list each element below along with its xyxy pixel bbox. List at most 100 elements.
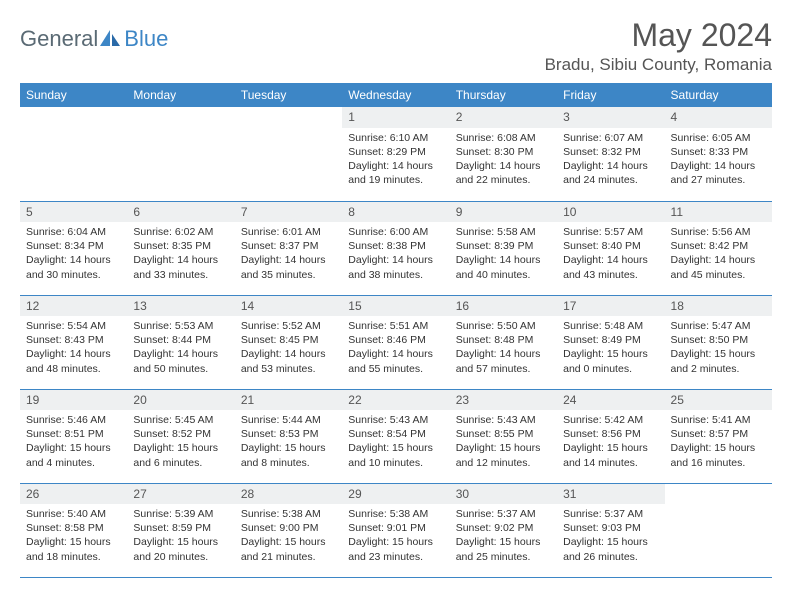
sunset-text: Sunset: 9:00 PM: [241, 521, 336, 535]
day-number: [665, 484, 772, 490]
day-content: Sunrise: 5:53 AMSunset: 8:44 PMDaylight:…: [127, 316, 234, 380]
day-content: Sunrise: 6:05 AMSunset: 8:33 PMDaylight:…: [665, 128, 772, 192]
daylight-text: Daylight: 14 hours and 50 minutes.: [133, 347, 228, 375]
calendar-week-row: 12Sunrise: 5:54 AMSunset: 8:43 PMDayligh…: [20, 295, 772, 389]
calendar-day-cell: 29Sunrise: 5:38 AMSunset: 9:01 PMDayligh…: [342, 483, 449, 577]
sunrise-text: Sunrise: 5:50 AM: [456, 319, 551, 333]
daylight-text: Daylight: 14 hours and 27 minutes.: [671, 159, 766, 187]
day-content: Sunrise: 5:40 AMSunset: 8:58 PMDaylight:…: [20, 504, 127, 568]
sunrise-text: Sunrise: 5:37 AM: [456, 507, 551, 521]
day-content: Sunrise: 5:41 AMSunset: 8:57 PMDaylight:…: [665, 410, 772, 474]
daylight-text: Daylight: 14 hours and 57 minutes.: [456, 347, 551, 375]
weekday-header: Thursday: [450, 83, 557, 107]
day-content: Sunrise: 5:39 AMSunset: 8:59 PMDaylight:…: [127, 504, 234, 568]
day-number: 14: [235, 296, 342, 316]
sunset-text: Sunset: 8:59 PM: [133, 521, 228, 535]
day-number: 6: [127, 202, 234, 222]
weekday-header: Monday: [127, 83, 234, 107]
day-number: 1: [342, 107, 449, 127]
day-number: 4: [665, 107, 772, 127]
sunrise-text: Sunrise: 5:43 AM: [348, 413, 443, 427]
sunset-text: Sunset: 8:50 PM: [671, 333, 766, 347]
daylight-text: Daylight: 14 hours and 48 minutes.: [26, 347, 121, 375]
day-number: 2: [450, 107, 557, 127]
day-number: 19: [20, 390, 127, 410]
sunset-text: Sunset: 8:54 PM: [348, 427, 443, 441]
sunrise-text: Sunrise: 6:08 AM: [456, 131, 551, 145]
daylight-text: Daylight: 14 hours and 38 minutes.: [348, 253, 443, 281]
sunrise-text: Sunrise: 5:58 AM: [456, 225, 551, 239]
day-number: [20, 107, 127, 113]
sunset-text: Sunset: 8:53 PM: [241, 427, 336, 441]
calendar-day-cell: 25Sunrise: 5:41 AMSunset: 8:57 PMDayligh…: [665, 389, 772, 483]
day-number: 10: [557, 202, 664, 222]
day-number: [127, 107, 234, 113]
sunset-text: Sunset: 8:48 PM: [456, 333, 551, 347]
daylight-text: Daylight: 15 hours and 18 minutes.: [26, 535, 121, 563]
sunrise-text: Sunrise: 5:44 AM: [241, 413, 336, 427]
day-content: Sunrise: 6:00 AMSunset: 8:38 PMDaylight:…: [342, 222, 449, 286]
day-content: Sunrise: 6:04 AMSunset: 8:34 PMDaylight:…: [20, 222, 127, 286]
sunset-text: Sunset: 8:44 PM: [133, 333, 228, 347]
sunrise-text: Sunrise: 5:41 AM: [671, 413, 766, 427]
day-number: 25: [665, 390, 772, 410]
day-number: 28: [235, 484, 342, 504]
day-number: 24: [557, 390, 664, 410]
daylight-text: Daylight: 14 hours and 19 minutes.: [348, 159, 443, 187]
daylight-text: Daylight: 15 hours and 2 minutes.: [671, 347, 766, 375]
calendar-day-cell: 12Sunrise: 5:54 AMSunset: 8:43 PMDayligh…: [20, 295, 127, 389]
calendar-day-cell: 23Sunrise: 5:43 AMSunset: 8:55 PMDayligh…: [450, 389, 557, 483]
calendar-day-cell: 16Sunrise: 5:50 AMSunset: 8:48 PMDayligh…: [450, 295, 557, 389]
calendar-day-cell: 9Sunrise: 5:58 AMSunset: 8:39 PMDaylight…: [450, 201, 557, 295]
daylight-text: Daylight: 14 hours and 55 minutes.: [348, 347, 443, 375]
day-content: Sunrise: 5:43 AMSunset: 8:54 PMDaylight:…: [342, 410, 449, 474]
daylight-text: Daylight: 15 hours and 20 minutes.: [133, 535, 228, 563]
day-content: Sunrise: 5:48 AMSunset: 8:49 PMDaylight:…: [557, 316, 664, 380]
daylight-text: Daylight: 15 hours and 14 minutes.: [563, 441, 658, 469]
daylight-text: Daylight: 14 hours and 53 minutes.: [241, 347, 336, 375]
day-content: Sunrise: 6:02 AMSunset: 8:35 PMDaylight:…: [127, 222, 234, 286]
sunset-text: Sunset: 8:39 PM: [456, 239, 551, 253]
calendar-body: 1Sunrise: 6:10 AMSunset: 8:29 PMDaylight…: [20, 107, 772, 577]
sunrise-text: Sunrise: 6:10 AM: [348, 131, 443, 145]
calendar-week-row: 26Sunrise: 5:40 AMSunset: 8:58 PMDayligh…: [20, 483, 772, 577]
daylight-text: Daylight: 14 hours and 40 minutes.: [456, 253, 551, 281]
calendar-day-cell: [127, 107, 234, 201]
daylight-text: Daylight: 14 hours and 45 minutes.: [671, 253, 766, 281]
sunset-text: Sunset: 8:56 PM: [563, 427, 658, 441]
sunset-text: Sunset: 8:45 PM: [241, 333, 336, 347]
sunrise-text: Sunrise: 5:45 AM: [133, 413, 228, 427]
daylight-text: Daylight: 15 hours and 6 minutes.: [133, 441, 228, 469]
day-content: Sunrise: 5:46 AMSunset: 8:51 PMDaylight:…: [20, 410, 127, 474]
logo-text-general: General: [20, 26, 98, 52]
daylight-text: Daylight: 14 hours and 35 minutes.: [241, 253, 336, 281]
daylight-text: Daylight: 15 hours and 23 minutes.: [348, 535, 443, 563]
day-content: Sunrise: 5:52 AMSunset: 8:45 PMDaylight:…: [235, 316, 342, 380]
day-number: 23: [450, 390, 557, 410]
calendar-day-cell: 4Sunrise: 6:05 AMSunset: 8:33 PMDaylight…: [665, 107, 772, 201]
calendar-week-row: 1Sunrise: 6:10 AMSunset: 8:29 PMDaylight…: [20, 107, 772, 201]
daylight-text: Daylight: 15 hours and 0 minutes.: [563, 347, 658, 375]
day-number: 7: [235, 202, 342, 222]
sunset-text: Sunset: 9:01 PM: [348, 521, 443, 535]
sunrise-text: Sunrise: 5:43 AM: [456, 413, 551, 427]
day-number: 29: [342, 484, 449, 504]
sunset-text: Sunset: 8:57 PM: [671, 427, 766, 441]
sunset-text: Sunset: 8:40 PM: [563, 239, 658, 253]
calendar-day-cell: 21Sunrise: 5:44 AMSunset: 8:53 PMDayligh…: [235, 389, 342, 483]
day-number: 11: [665, 202, 772, 222]
day-number: [235, 107, 342, 113]
calendar-day-cell: 6Sunrise: 6:02 AMSunset: 8:35 PMDaylight…: [127, 201, 234, 295]
sunset-text: Sunset: 9:03 PM: [563, 521, 658, 535]
sunrise-text: Sunrise: 5:53 AM: [133, 319, 228, 333]
logo-text-blue: Blue: [124, 26, 168, 52]
daylight-text: Daylight: 14 hours and 24 minutes.: [563, 159, 658, 187]
daylight-text: Daylight: 15 hours and 21 minutes.: [241, 535, 336, 563]
header: General Blue May 2024 Bradu, Sibiu Count…: [20, 18, 772, 75]
sunrise-text: Sunrise: 6:05 AM: [671, 131, 766, 145]
sunset-text: Sunset: 8:37 PM: [241, 239, 336, 253]
calendar-day-cell: 19Sunrise: 5:46 AMSunset: 8:51 PMDayligh…: [20, 389, 127, 483]
sunrise-text: Sunrise: 5:37 AM: [563, 507, 658, 521]
sunset-text: Sunset: 8:29 PM: [348, 145, 443, 159]
day-content: Sunrise: 6:10 AMSunset: 8:29 PMDaylight:…: [342, 128, 449, 192]
